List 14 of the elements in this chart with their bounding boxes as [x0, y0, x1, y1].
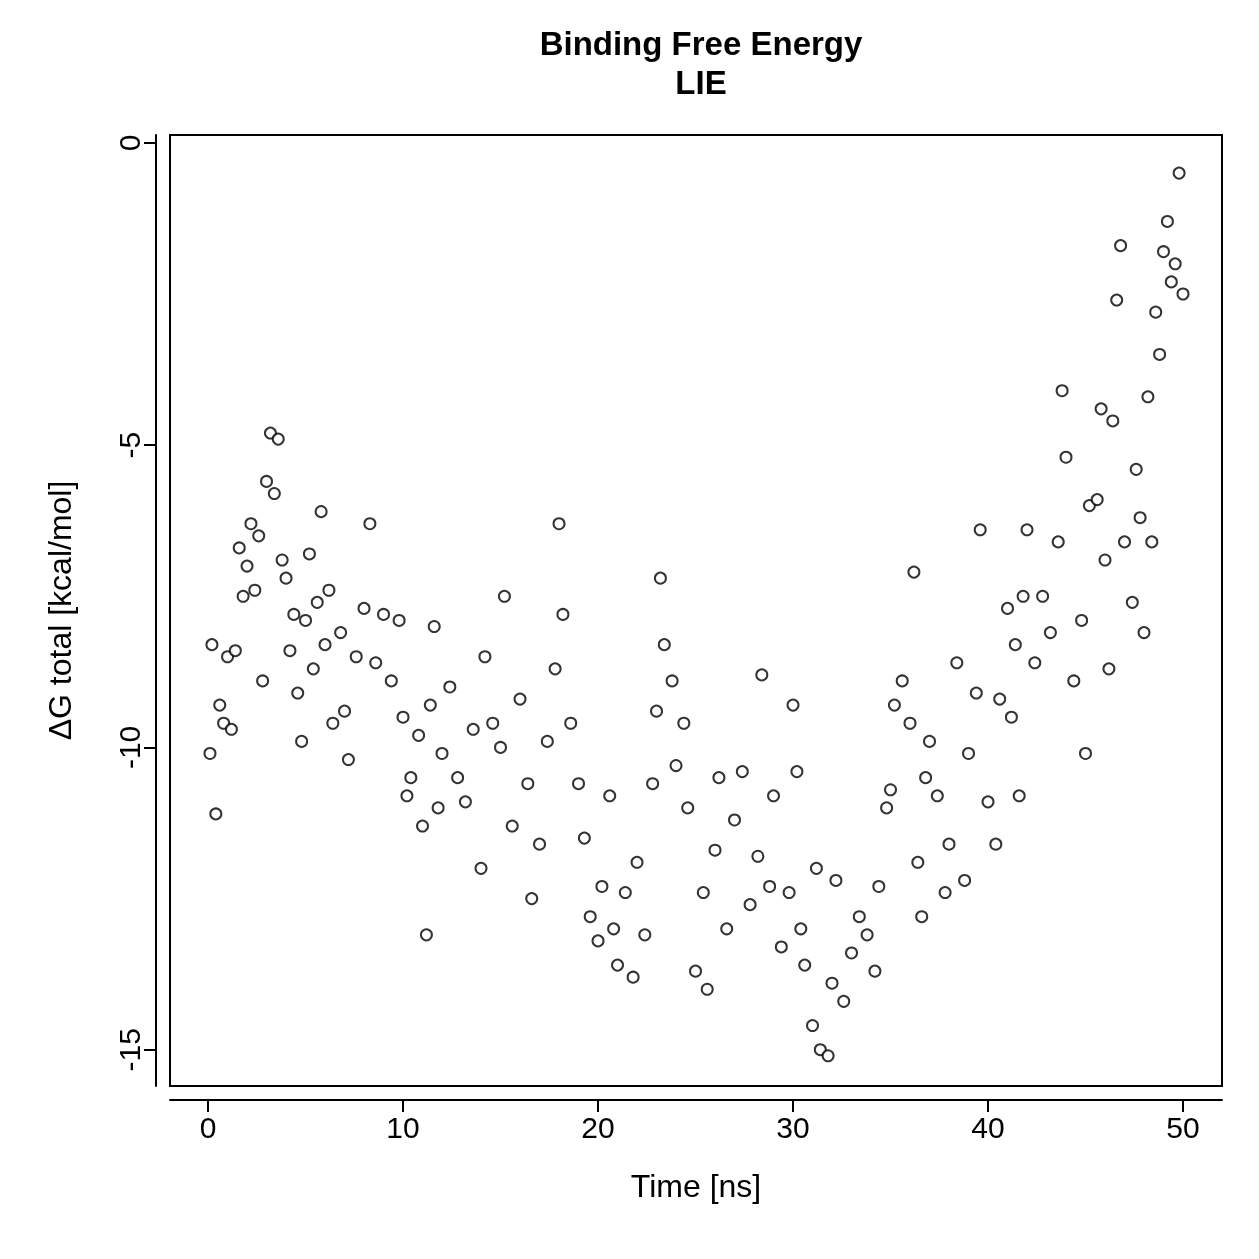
x-tick-label: 50: [1166, 1110, 1200, 1144]
y-tick-label: -10: [112, 725, 146, 770]
x-tick-label: 40: [971, 1110, 1005, 1144]
x-tick-label: 10: [386, 1110, 420, 1144]
y-tick-label: -5: [112, 431, 146, 459]
x-axis-title: Time [ns]: [630, 1168, 762, 1204]
x-tick-label: 30: [776, 1110, 810, 1144]
x-tick-label: 20: [581, 1110, 615, 1144]
y-tick-label: -15: [112, 1028, 146, 1072]
chart-title: Binding Free Energy: [539, 25, 863, 62]
y-tick-label: 0: [112, 134, 146, 152]
x-tick-label: 0: [199, 1110, 217, 1144]
y-axis-title: ΔG total [kcal/mol]: [42, 480, 78, 741]
chart-subtitle: LIE: [675, 64, 727, 101]
